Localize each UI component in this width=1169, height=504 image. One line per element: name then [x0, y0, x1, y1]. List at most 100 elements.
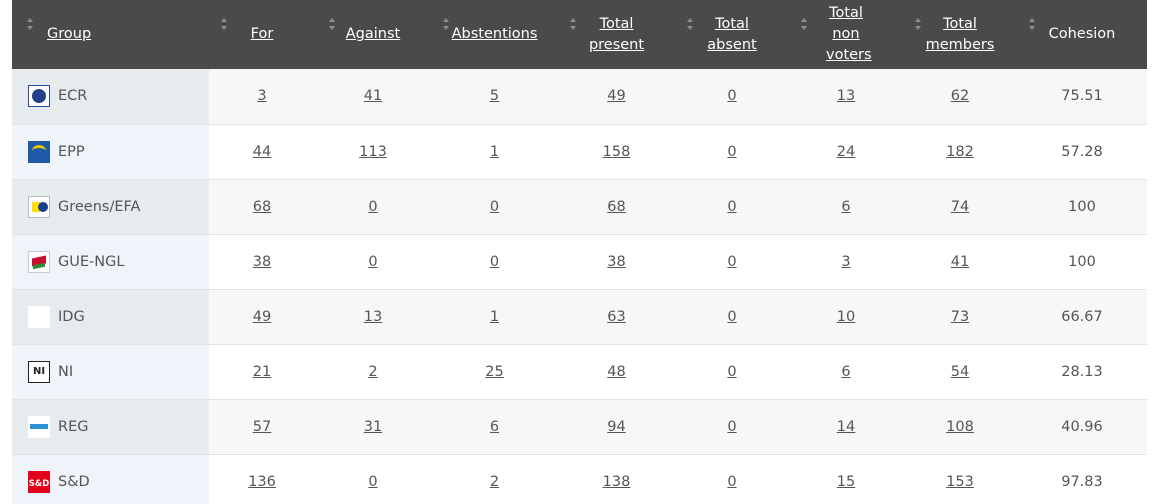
against-link[interactable]: 31	[363, 418, 383, 435]
total-non-voters-link[interactable]: 15	[836, 473, 856, 490]
column-header-total-present[interactable]: Total present	[558, 0, 675, 69]
cell-total-members: 62	[903, 69, 1017, 124]
against-link[interactable]: 0	[368, 198, 378, 215]
column-header-label[interactable]: Total non voters	[826, 5, 872, 63]
total-absent-link[interactable]: 0	[727, 88, 737, 105]
cohesion-value: 100	[1068, 198, 1096, 215]
total-members-link[interactable]: 153	[946, 473, 974, 490]
cell-cohesion: 28.13	[1017, 344, 1147, 399]
sort-icon[interactable]	[221, 18, 228, 30]
total-absent-link[interactable]: 0	[727, 308, 737, 325]
total-members-link[interactable]: 41	[950, 253, 970, 270]
abstentions-link[interactable]: 6	[489, 418, 500, 435]
cell-total-absent: 0	[675, 179, 789, 234]
total-members-link[interactable]: 62	[950, 88, 970, 105]
total-non-voters-link[interactable]: 10	[836, 308, 856, 325]
group-name: NI	[58, 363, 74, 380]
total-non-voters-link[interactable]: 13	[836, 88, 856, 105]
abstentions-link[interactable]: 5	[489, 88, 500, 105]
group-cell: REG	[12, 399, 209, 454]
against-link[interactable]: 13	[363, 308, 383, 325]
total-present-link[interactable]: 158	[602, 143, 631, 160]
abstentions-link[interactable]: 2	[489, 473, 500, 490]
column-header-cohesion[interactable]: Cohesion	[1017, 0, 1147, 69]
total-absent-link[interactable]: 0	[727, 363, 737, 380]
column-header-label[interactable]: Total present	[588, 15, 645, 53]
total-absent-link[interactable]: 0	[727, 253, 737, 270]
column-header-label[interactable]: Against	[345, 26, 401, 42]
column-header-label[interactable]: For	[250, 26, 274, 42]
cell-for: 44	[209, 124, 315, 179]
total-non-voters-link[interactable]: 24	[836, 143, 856, 160]
total-absent-link[interactable]: 0	[727, 418, 737, 435]
total-non-voters-link[interactable]: 14	[836, 418, 856, 435]
against-link[interactable]: 2	[368, 363, 378, 380]
sort-icon[interactable]	[1029, 18, 1036, 30]
sort-icon[interactable]	[570, 18, 577, 30]
cell-against: 41	[315, 69, 431, 124]
cell-against: 13	[315, 289, 431, 344]
total-members-link[interactable]: 74	[950, 198, 970, 215]
column-header-label[interactable]: Abstentions	[451, 26, 538, 42]
cohesion-value: 28.13	[1061, 363, 1103, 380]
for-link[interactable]: 38	[252, 253, 272, 270]
for-link[interactable]: 44	[252, 143, 272, 160]
total-present-link[interactable]: 49	[607, 88, 626, 105]
sort-icon[interactable]	[801, 18, 808, 30]
for-link[interactable]: 21	[252, 363, 272, 380]
group-name: GUE-NGL	[58, 253, 125, 270]
cell-for: 49	[209, 289, 315, 344]
total-members-link[interactable]: 182	[946, 143, 974, 160]
group-cell: ECR	[12, 69, 209, 124]
against-link[interactable]: 0	[368, 253, 378, 270]
sort-icon[interactable]	[687, 18, 694, 30]
total-non-voters-link[interactable]: 3	[841, 253, 851, 270]
total-non-voters-link[interactable]: 6	[841, 363, 851, 380]
against-link[interactable]: 113	[359, 143, 387, 160]
column-header-group[interactable]: Group	[12, 0, 209, 69]
cell-cohesion: 100	[1017, 234, 1147, 289]
total-present-link[interactable]: 138	[602, 473, 631, 490]
total-present-link[interactable]: 63	[607, 308, 626, 325]
column-header-total-members[interactable]: Total members	[903, 0, 1017, 69]
for-link[interactable]: 49	[252, 308, 272, 325]
total-absent-link[interactable]: 0	[727, 198, 737, 215]
for-link[interactable]: 57	[252, 418, 272, 435]
cell-total-members: 74	[903, 179, 1017, 234]
total-members-link[interactable]: 73	[950, 308, 970, 325]
total-present-link[interactable]: 48	[607, 363, 626, 380]
abstentions-link[interactable]: 0	[489, 198, 500, 215]
total-non-voters-link[interactable]: 6	[841, 198, 851, 215]
against-link[interactable]: 41	[363, 88, 383, 105]
total-present-link[interactable]: 68	[607, 198, 626, 215]
total-absent-link[interactable]: 0	[727, 143, 737, 160]
abstentions-link[interactable]: 25	[485, 363, 504, 380]
column-header-label: Group	[47, 26, 92, 42]
abstentions-link[interactable]: 1	[489, 308, 500, 325]
sort-icon[interactable]	[443, 18, 450, 30]
total-members-link[interactable]: 54	[950, 363, 970, 380]
for-link[interactable]: 3	[257, 88, 267, 105]
total-absent-link[interactable]: 0	[727, 473, 737, 490]
abstentions-link[interactable]: 1	[489, 143, 500, 160]
column-header-label[interactable]: Total members	[925, 15, 995, 53]
table-row: ECR 3 41 5 49 0 13 62 75.51	[12, 69, 1147, 124]
column-header-label[interactable]: Total absent	[707, 15, 757, 53]
total-present-link[interactable]: 38	[607, 253, 626, 270]
abstentions-link[interactable]: 0	[489, 253, 500, 270]
column-header-total-non-voters[interactable]: Total non voters	[789, 0, 903, 69]
total-present-link[interactable]: 94	[607, 418, 626, 435]
total-members-link[interactable]: 108	[946, 418, 974, 435]
cohesion-value: 57.28	[1061, 143, 1103, 160]
for-link[interactable]: 136	[248, 473, 276, 490]
against-link[interactable]: 0	[368, 473, 378, 490]
column-header-abstentions[interactable]: Abstentions	[431, 0, 558, 69]
sort-icon[interactable]	[329, 18, 336, 30]
sort-icon[interactable]	[915, 18, 922, 30]
sort-icon[interactable]	[27, 18, 34, 30]
column-header-for[interactable]: For	[209, 0, 315, 69]
for-link[interactable]: 68	[252, 198, 272, 215]
cell-abstentions: 0	[431, 234, 558, 289]
column-header-total-absent[interactable]: Total absent	[675, 0, 789, 69]
column-header-against[interactable]: Against	[315, 0, 431, 69]
